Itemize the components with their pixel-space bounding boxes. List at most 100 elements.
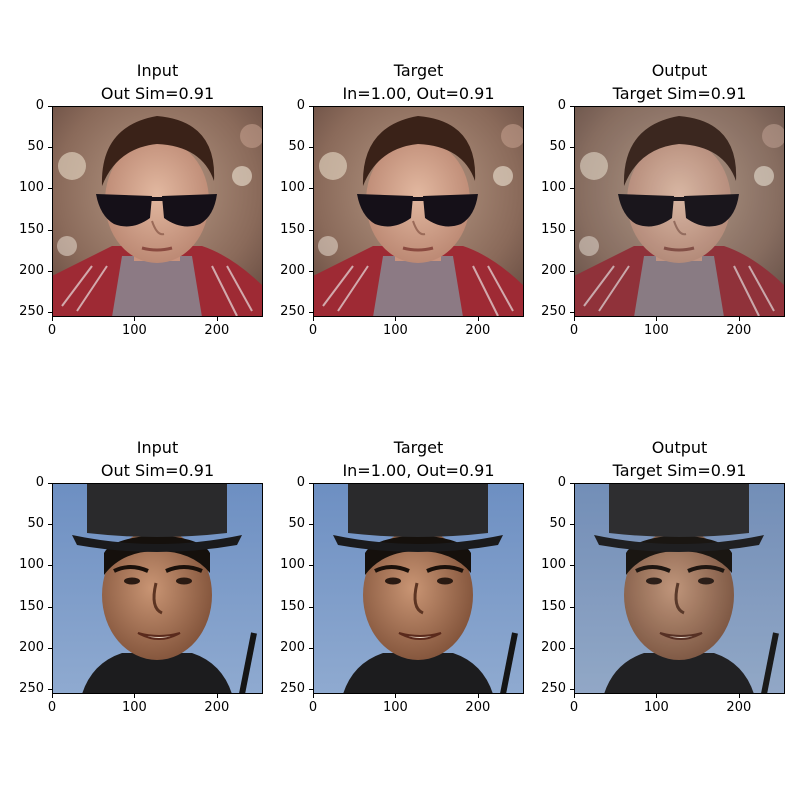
x-tick-label: 200 bbox=[465, 323, 491, 338]
y-tick bbox=[570, 689, 574, 691]
y-tick bbox=[48, 106, 52, 107]
y-tick-label: 100 bbox=[280, 180, 305, 196]
y-tick bbox=[48, 565, 52, 567]
x-tick-label: 100 bbox=[122, 323, 147, 338]
panel-title-line2: Out Sim=0.91 bbox=[100, 461, 215, 480]
panel-title-line1: Input bbox=[136, 61, 179, 80]
image-panel bbox=[313, 483, 524, 694]
y-tick-label: 200 bbox=[541, 639, 566, 655]
x-tick bbox=[395, 317, 397, 321]
x-tick bbox=[656, 317, 658, 321]
y-tick bbox=[309, 483, 313, 484]
panel-title-line2: In=1.00, Out=0.91 bbox=[342, 84, 495, 103]
y-tick-label: 200 bbox=[280, 262, 305, 278]
y-tick bbox=[309, 606, 313, 608]
y-tick-label: 200 bbox=[541, 262, 566, 278]
y-tick-label: 100 bbox=[19, 180, 44, 196]
x-tick bbox=[52, 317, 53, 321]
x-tick bbox=[574, 317, 575, 321]
x-tick-label: 0 bbox=[47, 323, 57, 338]
y-tick bbox=[309, 229, 313, 231]
y-tick bbox=[309, 647, 313, 649]
y-tick bbox=[48, 229, 52, 231]
y-tick-label: 150 bbox=[19, 598, 44, 614]
y-tick bbox=[570, 106, 574, 107]
y-tick-label: 250 bbox=[280, 304, 305, 320]
y-tick-label: 0 bbox=[557, 475, 566, 490]
y-tick bbox=[48, 312, 52, 314]
x-tick-label: 100 bbox=[644, 323, 669, 338]
y-tick bbox=[570, 147, 574, 149]
y-tick bbox=[48, 647, 52, 649]
y-tick bbox=[309, 565, 313, 567]
panel-title-line2: Target Sim=0.91 bbox=[612, 461, 747, 480]
y-tick-label: 0 bbox=[296, 475, 305, 490]
x-tick-label: 100 bbox=[644, 700, 669, 715]
y-tick-label: 200 bbox=[280, 639, 305, 655]
y-tick bbox=[309, 106, 313, 107]
x-tick bbox=[656, 694, 658, 698]
y-tick-label: 0 bbox=[35, 98, 44, 113]
x-tick bbox=[216, 317, 218, 321]
portrait-man-sunglasses bbox=[313, 106, 524, 317]
y-tick-label: 150 bbox=[280, 221, 305, 237]
portrait-man-sunglasses bbox=[52, 106, 263, 317]
panel-title-line1: Target bbox=[393, 438, 444, 457]
x-tick bbox=[395, 694, 397, 698]
portrait-man-sunglasses bbox=[574, 106, 785, 317]
y-tick bbox=[48, 270, 52, 272]
y-tick-label: 50 bbox=[27, 516, 44, 532]
x-tick bbox=[134, 694, 136, 698]
portrait-man-black-hat bbox=[574, 483, 785, 694]
y-tick bbox=[48, 606, 52, 608]
y-tick bbox=[570, 270, 574, 272]
x-tick-label: 0 bbox=[569, 700, 579, 715]
image-panel bbox=[574, 106, 785, 317]
image-panel bbox=[52, 106, 263, 317]
y-tick-label: 150 bbox=[541, 221, 566, 237]
y-tick-label: 200 bbox=[19, 639, 44, 655]
x-tick bbox=[52, 694, 53, 698]
y-tick-label: 250 bbox=[541, 681, 566, 697]
y-tick-label: 100 bbox=[280, 557, 305, 573]
y-tick bbox=[48, 483, 52, 484]
y-tick bbox=[570, 565, 574, 567]
y-tick bbox=[309, 147, 313, 149]
panel-title-line1: Input bbox=[136, 438, 179, 457]
y-tick-label: 0 bbox=[35, 475, 44, 490]
panel-title-line2: Out Sim=0.91 bbox=[100, 84, 215, 103]
panel-title-line1: Output bbox=[651, 61, 708, 80]
y-tick bbox=[570, 483, 574, 484]
image-panel bbox=[52, 483, 263, 694]
x-tick-label: 100 bbox=[383, 700, 408, 715]
x-tick-label: 0 bbox=[47, 700, 57, 715]
x-tick-label: 0 bbox=[569, 323, 579, 338]
x-tick bbox=[216, 694, 218, 698]
y-tick-label: 100 bbox=[541, 557, 566, 573]
x-tick-label: 100 bbox=[383, 323, 408, 338]
panel-title-line2: In=1.00, Out=0.91 bbox=[342, 461, 495, 480]
y-tick bbox=[309, 312, 313, 314]
y-tick-label: 50 bbox=[549, 139, 566, 155]
y-tick-label: 250 bbox=[19, 304, 44, 320]
x-tick-label: 0 bbox=[308, 323, 318, 338]
portrait-man-black-hat bbox=[313, 483, 524, 694]
x-tick-label: 200 bbox=[726, 700, 752, 715]
x-tick-label: 200 bbox=[204, 700, 230, 715]
panel-title: Target In=1.00, Out=0.91 bbox=[299, 436, 539, 482]
portrait-man-black-hat bbox=[52, 483, 263, 694]
y-tick bbox=[48, 147, 52, 149]
panel-title-line1: Output bbox=[651, 438, 708, 457]
y-tick-label: 50 bbox=[27, 139, 44, 155]
y-tick-label: 0 bbox=[296, 98, 305, 113]
image-panel bbox=[574, 483, 785, 694]
y-tick bbox=[570, 229, 574, 231]
y-tick-label: 0 bbox=[557, 98, 566, 113]
x-tick-label: 200 bbox=[465, 700, 491, 715]
panel-title: Output Target Sim=0.91 bbox=[560, 59, 800, 105]
panel-title: Input Out Sim=0.91 bbox=[38, 436, 278, 482]
y-tick bbox=[570, 312, 574, 314]
y-tick-label: 50 bbox=[288, 139, 305, 155]
y-tick-label: 150 bbox=[280, 598, 305, 614]
x-tick bbox=[738, 694, 740, 698]
